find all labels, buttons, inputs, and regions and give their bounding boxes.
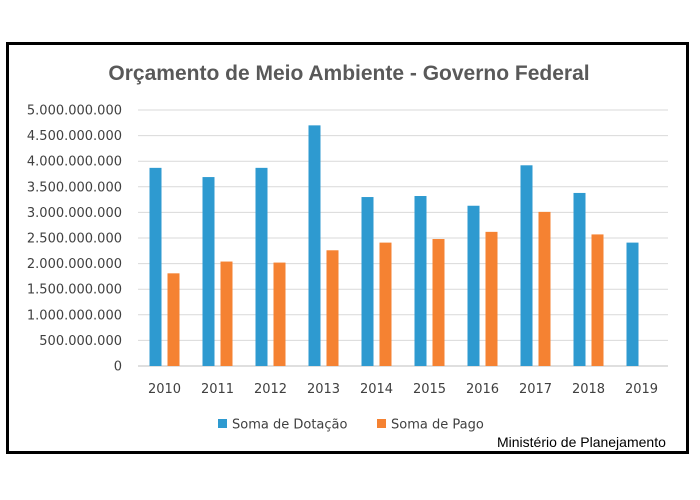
x-tick-label: 2019 [625,382,658,397]
x-tick-label: 2018 [572,382,605,397]
legend: Soma de Dotação Soma de Pago [218,418,484,433]
bar-pago [273,262,286,366]
x-tick-label: 2017 [519,382,552,397]
chart-title: Orçamento de Meio Ambiente - Governo Fed… [108,62,589,85]
bar-pago [485,231,498,366]
y-tick-label: 2.000.000.000 [27,257,122,272]
bar-pago [379,242,392,366]
y-tick-label: 5.000.000.000 [27,104,122,119]
bar-pago [167,273,180,366]
y-tick-label: 500.000.000 [39,334,122,349]
legend-label: Soma de Pago [391,418,484,433]
bar-dotacao [626,242,639,366]
y-tick-label: 1.000.000.000 [27,308,122,323]
legend-swatch [218,419,227,428]
y-axis-ticks: 0 500.000.000 1.000.000.000 1.500.000.000 2.… [27,104,122,375]
gridlines [138,109,668,367]
x-tick-label: 2011 [201,382,234,397]
y-tick-label: 4.000.000.000 [27,155,122,170]
y-tick-label: 3.000.000.000 [27,206,122,221]
bars [149,125,639,366]
x-tick-label: 2010 [148,382,181,397]
x-axis-ticks: 2010 2011 2012 2013 2014 2015 2016 2017 2018 2019 [148,382,658,397]
x-tick-label: 2016 [466,382,499,397]
bar-dotacao [361,197,374,366]
legend-label: Soma de Dotação [232,418,347,433]
bar-pago [220,261,233,366]
bar-pago [591,234,604,366]
bar-pago [326,250,339,366]
x-tick-label: 2013 [307,382,340,397]
source-note: Ministério de Planejamento [497,434,666,450]
y-tick-label: 1.500.000.000 [27,283,122,298]
bar-dotacao [202,177,215,366]
x-tick-label: 2015 [413,382,446,397]
bar-dotacao [467,205,480,366]
bar-dotacao [573,192,586,366]
y-tick-label: 4.500.000.000 [27,129,122,144]
x-tick-label: 2014 [360,382,393,397]
bar-dotacao [414,196,427,366]
bar-pago [432,239,445,366]
x-tick-label: 2012 [254,382,287,397]
bar-pago [538,211,551,366]
bar-dotacao [308,125,321,366]
y-tick-label: 0 [114,360,122,375]
bar-dotacao [255,167,268,366]
y-tick-label: 3.500.000.000 [27,180,122,195]
y-tick-label: 2.500.000.000 [27,232,122,247]
legend-swatch [377,419,386,428]
bar-dotacao [149,167,162,366]
bar-dotacao [520,165,533,366]
